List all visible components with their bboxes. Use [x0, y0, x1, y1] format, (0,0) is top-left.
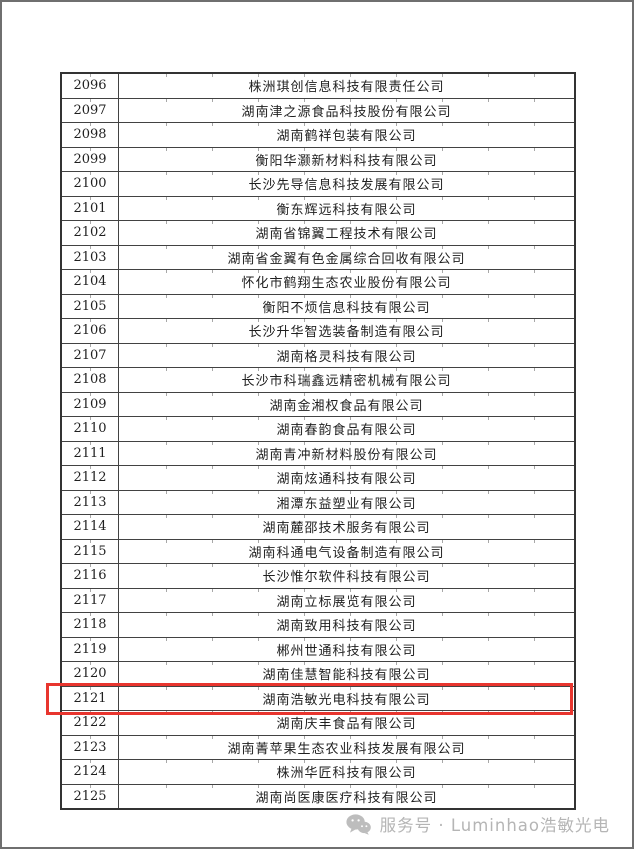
row-number-cell: 2109 — [60, 391, 119, 417]
table-row: 2105 衡阳不烦信息科技有限公司 — [60, 293, 576, 319]
row-number-cell: 2099 — [60, 146, 119, 172]
table-row: 2100 长沙先导信息科技发展有限公司 — [60, 171, 576, 197]
company-name-cell: 湖南佳慧智能科技有限公司 — [118, 661, 576, 687]
company-name-cell: 长沙市科瑞鑫远精密机械有限公司 — [118, 367, 576, 393]
table-row: 2098 湖南鹤祥包装有限公司 — [60, 122, 576, 148]
row-number-cell: 2098 — [60, 122, 119, 148]
table-row: 2124 株洲华匠科技有限公司 — [60, 759, 576, 785]
row-number-cell: 2120 — [60, 661, 119, 687]
row-number-cell: 2110 — [60, 416, 119, 442]
company-name-cell: 湖南庆丰食品有限公司 — [118, 710, 576, 736]
table-row: 2102 湖南省锦翼工程技术有限公司 — [60, 220, 576, 246]
company-name-cell: 湖南金湘权食品有限公司 — [118, 391, 576, 417]
row-number-cell: 2112 — [60, 465, 119, 491]
company-name-cell: 株洲琪创信息科技有限责任公司 — [118, 72, 576, 99]
row-number-cell: 2123 — [60, 734, 119, 760]
table-row: 2113 湘潭东益塑业有限公司 — [60, 489, 576, 515]
company-name-cell: 湖南菁苹果生态农业科技发展有限公司 — [118, 734, 576, 760]
row-number-cell: 2125 — [60, 783, 119, 810]
company-table-body: 2096 株洲琪创信息科技有限责任公司 2097 湖南津之源食品科技股份有限公司 209… — [60, 72, 576, 810]
table-row: 2123 湖南菁苹果生态农业科技发展有限公司 — [60, 734, 576, 760]
company-name-cell: 株洲华匠科技有限公司 — [118, 759, 576, 785]
table-row: 2107 湖南格灵科技有限公司 — [60, 342, 576, 368]
row-number-cell: 2124 — [60, 759, 119, 785]
company-name-cell: 长沙升华智选装备制造有限公司 — [118, 318, 576, 344]
company-name-cell: 湖南省金翼有色金属综合回收有限公司 — [118, 244, 576, 270]
wechat-icon — [346, 813, 371, 835]
company-name-cell: 湖南青冲新材料股份有限公司 — [118, 440, 576, 466]
table-row: 2111 湖南青冲新材料股份有限公司 — [60, 440, 576, 466]
row-number-cell: 2108 — [60, 367, 119, 393]
row-number-cell: 2103 — [60, 244, 119, 270]
row-number-cell: 2119 — [60, 636, 119, 662]
table-row: 2110 湖南春韵食品有限公司 — [60, 416, 576, 442]
company-name-cell: 湖南春韵食品有限公司 — [118, 416, 576, 442]
table-row: 2101 衡东辉远科技有限公司 — [60, 195, 576, 221]
row-number-cell: 2115 — [60, 538, 119, 564]
row-number-cell: 2122 — [60, 710, 119, 736]
table-row: 2119 郴州世通科技有限公司 — [60, 636, 576, 662]
row-number-cell: 2101 — [60, 195, 119, 221]
company-name-cell: 湖南致用科技有限公司 — [118, 612, 576, 638]
table-row: 2104 怀化市鹤翔生态农业股份有限公司 — [60, 269, 576, 295]
company-name-cell: 湖南科通电气设备制造有限公司 — [118, 538, 576, 564]
row-number-cell: 2100 — [60, 171, 119, 197]
row-number-cell: 2117 — [60, 587, 119, 613]
table-row: 2112 湖南炫通科技有限公司 — [60, 465, 576, 491]
company-name-cell: 湖南炫通科技有限公司 — [118, 465, 576, 491]
row-number-cell: 2113 — [60, 489, 119, 515]
company-name-cell: 湖南尚医康医疗科技有限公司 — [118, 783, 576, 810]
company-name-cell: 湘潭东益塑业有限公司 — [118, 489, 576, 515]
table-row: 2096 株洲琪创信息科技有限责任公司 — [60, 72, 576, 99]
company-name-cell: 湖南省锦翼工程技术有限公司 — [118, 220, 576, 246]
company-table: 2096 株洲琪创信息科技有限责任公司 2097 湖南津之源食品科技股份有限公司 209… — [60, 72, 576, 810]
table-row: 2117 湖南立标展览有限公司 — [60, 587, 576, 613]
table-row: 2115 湖南科通电气设备制造有限公司 — [60, 538, 576, 564]
row-number-cell: 2111 — [60, 440, 119, 466]
company-name-cell: 怀化市鹤翔生态农业股份有限公司 — [118, 269, 576, 295]
footer-watermark: 服务号 · Luminhao浩敏光电 — [346, 809, 610, 839]
company-name-cell: 衡东辉远科技有限公司 — [118, 195, 576, 221]
table-row: 2120 湖南佳慧智能科技有限公司 — [60, 661, 576, 687]
row-number-cell: 2105 — [60, 293, 119, 319]
table-row: 2103 湖南省金翼有色金属综合回收有限公司 — [60, 244, 576, 270]
row-number-cell: 2106 — [60, 318, 119, 344]
footer-label: 服务号 · Luminhao浩敏光电 — [379, 816, 610, 835]
row-number-cell: 2118 — [60, 612, 119, 638]
company-name-cell: 湖南鹤祥包装有限公司 — [118, 122, 576, 148]
row-number-cell: 2114 — [60, 514, 119, 540]
row-number-cell: 2107 — [60, 342, 119, 368]
company-name-cell: 湖南津之源食品科技股份有限公司 — [118, 97, 576, 123]
table-row: 2118 湖南致用科技有限公司 — [60, 612, 576, 638]
company-name-cell: 衡阳华灏新材料科技有限公司 — [118, 146, 576, 172]
row-number-cell: 2116 — [60, 563, 119, 589]
company-name-cell: 湖南麓邵技术服务有限公司 — [118, 514, 576, 540]
company-name-cell: 长沙惟尔软件科技有限公司 — [118, 563, 576, 589]
company-name-cell: 郴州世通科技有限公司 — [118, 636, 576, 662]
table-row: 2121 湖南浩敏光电科技有限公司 — [60, 685, 576, 711]
company-name-cell: 湖南格灵科技有限公司 — [118, 342, 576, 368]
table-row: 2099 衡阳华灏新材料科技有限公司 — [60, 146, 576, 172]
company-name-cell: 长沙先导信息科技发展有限公司 — [118, 171, 576, 197]
table-row: 2114 湖南麓邵技术服务有限公司 — [60, 514, 576, 540]
company-name-cell: 衡阳不烦信息科技有限公司 — [118, 293, 576, 319]
table-row: 2097 湖南津之源食品科技股份有限公司 — [60, 97, 576, 123]
row-number-cell: 2102 — [60, 220, 119, 246]
table-row: 2125 湖南尚医康医疗科技有限公司 — [60, 783, 576, 810]
table-row: 2122 湖南庆丰食品有限公司 — [60, 710, 576, 736]
table-row: 2109 湖南金湘权食品有限公司 — [60, 391, 576, 417]
row-number-cell: 2104 — [60, 269, 119, 295]
table-row: 2108 长沙市科瑞鑫远精密机械有限公司 — [60, 367, 576, 393]
table-row: 2106 长沙升华智选装备制造有限公司 — [60, 318, 576, 344]
table-row: 2116 长沙惟尔软件科技有限公司 — [60, 563, 576, 589]
row-number-cell: 2096 — [60, 72, 119, 99]
company-name-cell: 湖南浩敏光电科技有限公司 — [118, 685, 576, 711]
row-number-cell: 2121 — [60, 685, 119, 711]
row-number-cell: 2097 — [60, 97, 119, 123]
company-name-cell: 湖南立标展览有限公司 — [118, 587, 576, 613]
